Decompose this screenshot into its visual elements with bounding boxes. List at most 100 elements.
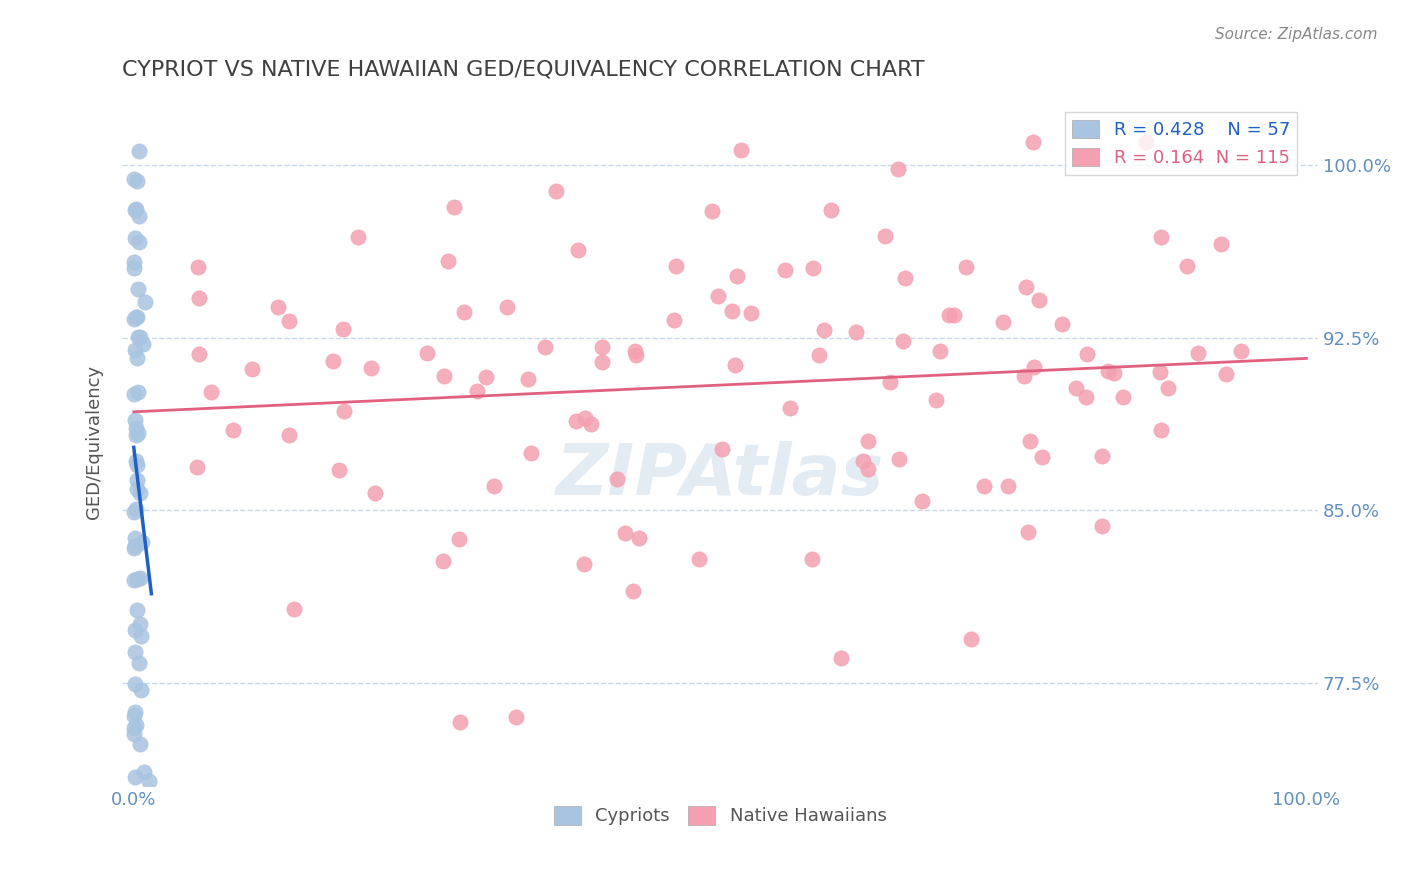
Point [534, 341, 557, 355]
Text: ZIPAtlas: ZIPAtlas [555, 442, 884, 510]
Point [127, 310, 149, 325]
Point [1014, 368, 1036, 383]
Point [128, 656, 150, 670]
Point [546, 184, 568, 198]
Point [138, 773, 160, 788]
Point [124, 532, 146, 546]
Point [128, 616, 150, 631]
Point [740, 305, 762, 319]
Point [567, 243, 589, 257]
Point [127, 425, 149, 440]
Point [128, 738, 150, 752]
Point [443, 200, 465, 214]
Point [700, 203, 723, 218]
Point [125, 482, 148, 496]
Point [624, 343, 647, 358]
Point [730, 143, 752, 157]
Point [943, 308, 966, 322]
Point [360, 360, 382, 375]
Point [127, 385, 149, 400]
Point [128, 486, 150, 500]
Point [574, 410, 596, 425]
Point [125, 310, 148, 325]
Point [131, 534, 153, 549]
Point [278, 428, 301, 442]
Point [122, 541, 145, 555]
Point [332, 322, 354, 336]
Point [938, 309, 960, 323]
Point [122, 171, 145, 186]
Point [124, 645, 146, 659]
Point [1111, 390, 1133, 404]
Point [813, 323, 835, 337]
Point [132, 764, 155, 779]
Point [322, 354, 344, 368]
Point [124, 387, 146, 401]
Point [449, 714, 471, 729]
Point [591, 355, 613, 369]
Point [134, 294, 156, 309]
Point [1104, 367, 1126, 381]
Point [505, 709, 527, 723]
Legend: Cypriots, Native Hawaiians: Cypriots, Native Hawaiians [547, 799, 894, 832]
Point [665, 259, 688, 273]
Point [364, 485, 387, 500]
Point [495, 300, 517, 314]
Point [415, 346, 437, 360]
Point [1064, 381, 1087, 395]
Point [124, 623, 146, 637]
Point [222, 424, 245, 438]
Point [710, 442, 733, 456]
Point [773, 788, 796, 802]
Point [482, 479, 505, 493]
Point [1022, 360, 1045, 375]
Point [725, 268, 748, 283]
Point [122, 721, 145, 735]
Point [1097, 364, 1119, 378]
Point [1090, 449, 1112, 463]
Point [1014, 280, 1036, 294]
Point [127, 572, 149, 586]
Point [520, 446, 543, 460]
Point [1150, 423, 1173, 437]
Point [911, 493, 934, 508]
Point [124, 254, 146, 268]
Point [125, 453, 148, 467]
Point [332, 404, 354, 418]
Point [187, 260, 209, 274]
Point [200, 384, 222, 399]
Point [475, 370, 498, 384]
Point [188, 291, 211, 305]
Point [1215, 367, 1237, 381]
Point [131, 337, 153, 351]
Point [124, 705, 146, 719]
Point [1052, 317, 1074, 331]
Point [591, 340, 613, 354]
Point [124, 770, 146, 784]
Point [125, 351, 148, 366]
Point [187, 347, 209, 361]
Point [1076, 390, 1098, 404]
Point [724, 359, 747, 373]
Point [122, 573, 145, 587]
Point [991, 314, 1014, 328]
Point [1187, 345, 1209, 359]
Point [925, 393, 948, 408]
Point [465, 384, 488, 398]
Point [125, 202, 148, 216]
Point [127, 458, 149, 473]
Point [433, 369, 456, 384]
Point [628, 531, 651, 545]
Point [122, 260, 145, 275]
Point [621, 584, 644, 599]
Point [122, 312, 145, 326]
Point [820, 203, 842, 218]
Point [127, 330, 149, 344]
Point [1019, 434, 1042, 449]
Point [614, 526, 637, 541]
Point [186, 460, 208, 475]
Point [688, 552, 710, 566]
Point [432, 554, 454, 568]
Point [240, 362, 263, 376]
Point [128, 144, 150, 158]
